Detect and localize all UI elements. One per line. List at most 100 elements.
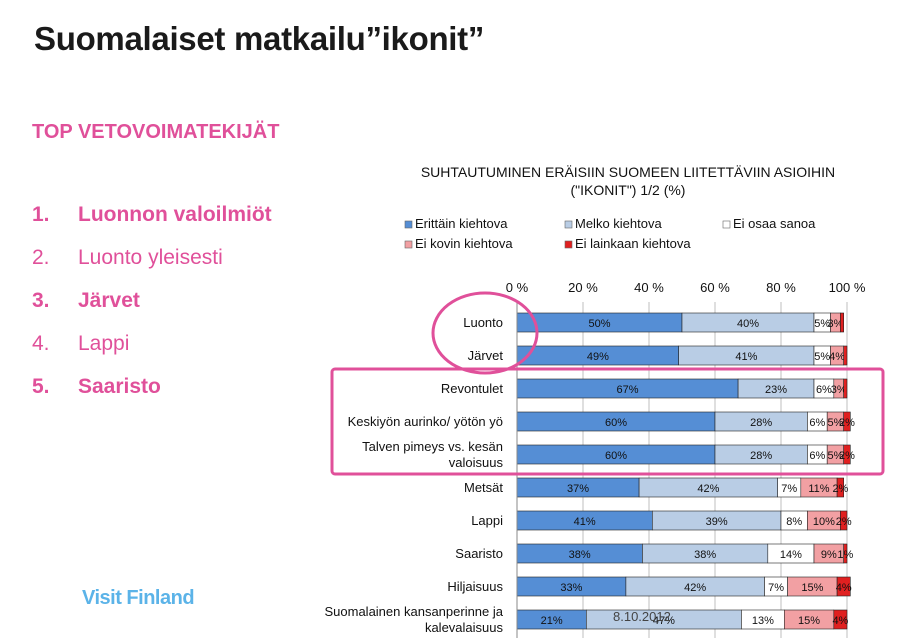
bar-data-label: 6%	[809, 450, 825, 462]
slide-subtitle: TOP VETOVOIMATEKIJÄT	[32, 121, 280, 143]
bar-data-label: 2%	[832, 483, 848, 495]
bar-data-label: 28%	[750, 450, 772, 462]
bar-data-label: 42%	[684, 582, 706, 594]
top-attractions-list: 1. Luonnon valoilmiöt 2. Luonto yleisesti 3.…	[32, 203, 272, 418]
x-tick-label: 0 %	[506, 280, 529, 295]
bar-segment	[840, 510, 848, 531]
top-list-item: 2. Luonto yleisesti	[32, 246, 272, 289]
slide-date: 8.10.2012	[613, 609, 671, 624]
bar-data-label: 5%	[827, 450, 843, 462]
legend-swatch	[404, 240, 413, 249]
legend-label: Erittäin kiehtova	[415, 216, 508, 231]
bar-segment	[836, 576, 851, 597]
bar-data-label: 39%	[706, 516, 728, 528]
bar-data-label: 1%	[837, 549, 853, 561]
legend-swatch	[722, 220, 731, 229]
bar-data-label: 2%	[839, 417, 855, 429]
bar-data-label: 60%	[605, 450, 627, 462]
bar-data-label: 50%	[588, 318, 610, 330]
top-list-item: 4. Lappi	[32, 332, 272, 375]
bar-data-label: 13%	[752, 615, 774, 627]
bar-data-label: 2%	[839, 450, 855, 462]
highlight-box	[330, 367, 885, 476]
bar-data-label: 47%	[653, 615, 675, 627]
bar-data-label: 38%	[694, 549, 716, 561]
bar-data-label: 6%	[809, 417, 825, 429]
category-label: Metsät	[464, 480, 503, 495]
top-list-label: Saaristo	[78, 375, 161, 398]
bar-data-label: 42%	[697, 483, 719, 495]
bar-data-label: 37%	[567, 483, 589, 495]
top-list-number: 5.	[32, 375, 50, 398]
x-tick-label: 60 %	[700, 280, 730, 295]
bar-data-label: 3%	[831, 384, 847, 396]
chart-title-line: ("IKONIT") 1/2 (%)	[571, 182, 686, 198]
bar-data-label: 28%	[750, 417, 772, 429]
bar-data-label: 60%	[605, 417, 627, 429]
bar-data-label: 23%	[765, 384, 787, 396]
category-label: valoisuus	[449, 455, 504, 470]
category-label: Saaristo	[455, 546, 503, 561]
bar-data-label: 15%	[801, 582, 823, 594]
legend-label: Ei kovin kiehtova	[415, 236, 513, 251]
bar-data-label: 33%	[560, 582, 582, 594]
chart-title-line: SUHTAUTUMINEN ERÄISIIN SUOMEEN LIITETTÄV…	[421, 164, 835, 180]
bar-data-label: 11%	[808, 483, 829, 495]
bar-data-label: 21%	[541, 615, 563, 627]
top-list-label: Lappi	[78, 332, 130, 355]
bar-data-label: 14%	[780, 549, 802, 561]
bar-segment	[843, 345, 848, 366]
bar-data-label: 15%	[798, 615, 820, 627]
x-tick-label: 80 %	[766, 280, 796, 295]
bar-data-label: 6%	[816, 384, 832, 396]
top-list-label: Luonnon valoilmiöt	[78, 203, 272, 226]
top-list-label: Luonto yleisesti	[78, 246, 223, 269]
bar-segment	[843, 411, 851, 432]
bar-data-label: 38%	[569, 549, 591, 561]
bar-data-label: 8%	[786, 516, 802, 528]
bar-data-label: 40%	[737, 318, 759, 330]
legend-swatch	[404, 220, 413, 229]
category-label: Suomalainen kansanperinne ja	[324, 604, 503, 619]
legend-swatch	[564, 240, 573, 249]
bar-segment	[840, 312, 845, 333]
bar-data-label: 10%	[813, 516, 835, 528]
bar-data-label: 41%	[735, 351, 757, 363]
top-list-item: 3. Järvet	[32, 289, 272, 332]
legend-swatch	[564, 220, 573, 229]
top-list-item: 5. Saaristo	[32, 375, 272, 418]
bar-data-label: 4%	[832, 615, 848, 627]
top-list-number: 1.	[32, 203, 50, 226]
bar-data-label: 7%	[768, 582, 784, 594]
category-label: Talven pimeys vs. kesän	[362, 439, 503, 454]
bar-data-label: 3%	[827, 318, 843, 330]
bar-data-label: 2%	[836, 516, 852, 528]
visit-finland-logo: Visit Finland	[82, 587, 195, 609]
x-tick-label: 100 %	[829, 280, 866, 295]
legend-label: Ei osaa sanoa	[733, 216, 816, 231]
bar-data-label: 5%	[814, 351, 830, 363]
highlight-circle	[431, 291, 539, 375]
bar-segment	[843, 543, 848, 564]
bar-data-label: 4%	[829, 351, 845, 363]
x-tick-label: 20 %	[568, 280, 598, 295]
category-label: Lappi	[471, 513, 503, 528]
category-label: kalevalaisuus	[425, 620, 504, 635]
bar-segment	[836, 477, 844, 498]
bar-data-label: 67%	[617, 384, 639, 396]
category-label: Revontulet	[441, 381, 504, 396]
bar-data-label: 5%	[827, 417, 843, 429]
top-list-label: Järvet	[78, 289, 140, 312]
top-list-number: 2.	[32, 246, 50, 269]
bar-data-label: 4%	[836, 582, 852, 594]
bar-data-label: 7%	[781, 483, 797, 495]
bar-segment	[833, 609, 848, 630]
bar-segment	[843, 378, 848, 399]
bar-segment	[843, 444, 851, 465]
bar-data-label: 49%	[587, 351, 609, 363]
category-label: Luonto	[463, 315, 503, 330]
legend-label: Ei lainkaan kiehtova	[575, 236, 691, 251]
bar-data-label: 41%	[574, 516, 596, 528]
top-list-number: 4.	[32, 332, 50, 355]
